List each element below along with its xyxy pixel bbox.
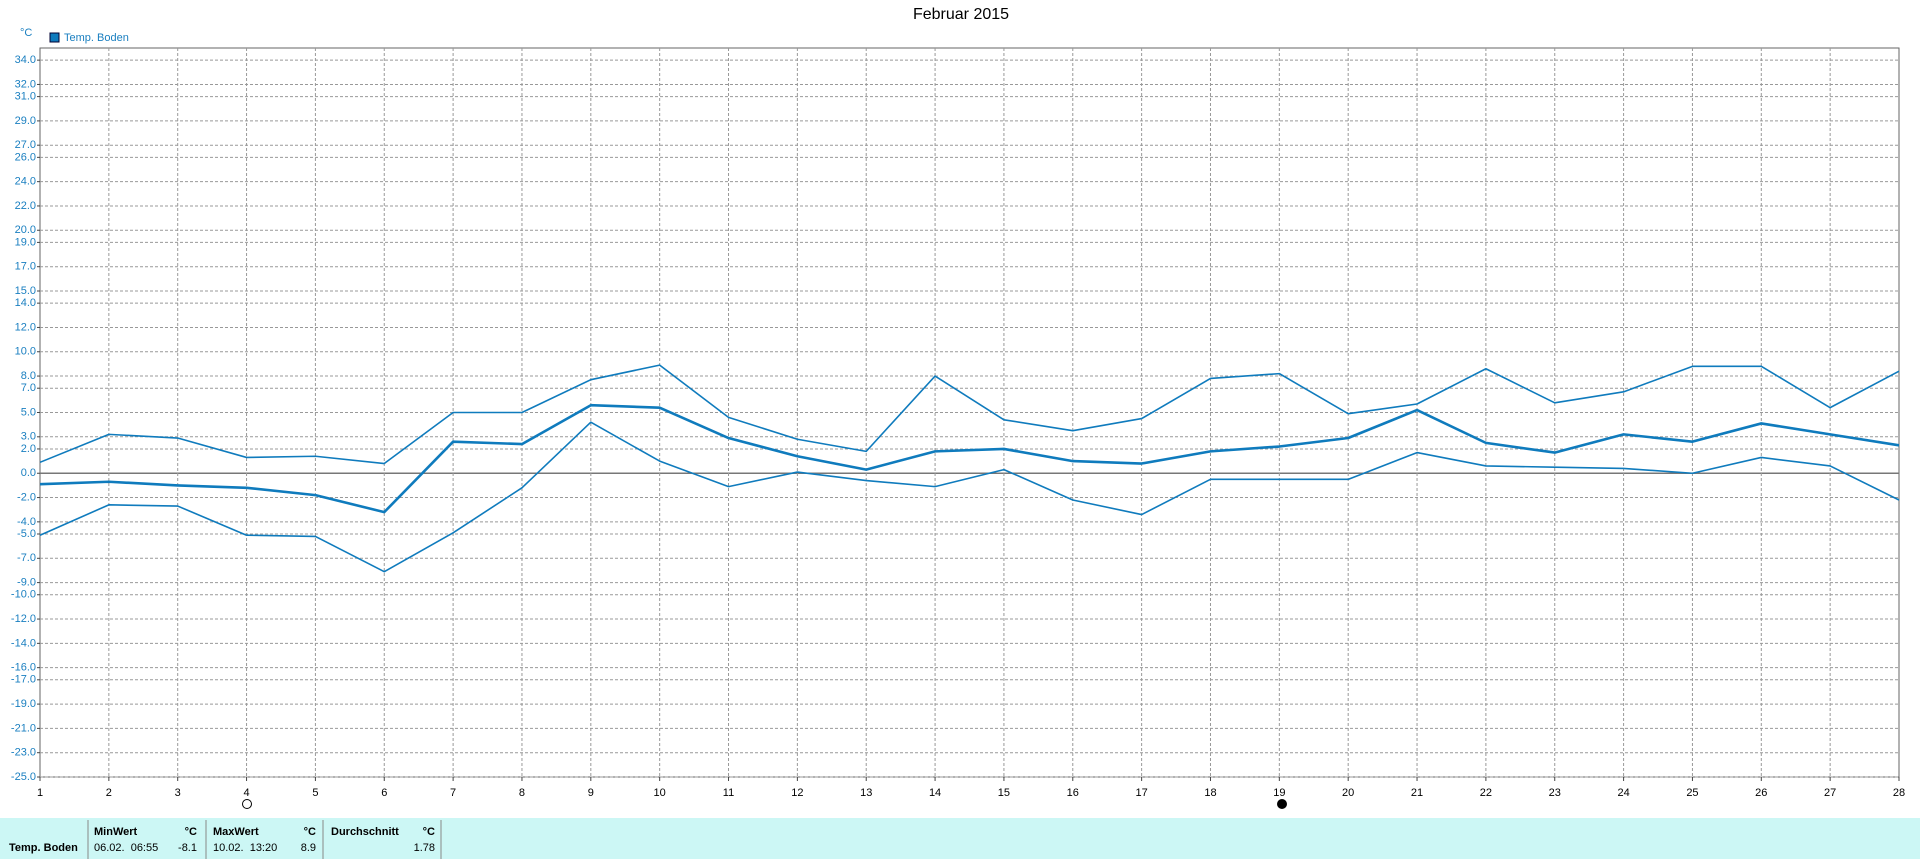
y-tick-label: 24.0 [15, 176, 36, 188]
summary-max-time: 10.02. 13:20 [213, 842, 277, 854]
moon-icon [1277, 799, 1287, 809]
x-tick-label: 12 [791, 787, 803, 799]
y-tick-label: 20.0 [15, 224, 36, 236]
series-line [39, 364, 1900, 465]
y-tick-label: -4.0 [17, 516, 36, 528]
x-tick-label: 7 [450, 787, 456, 799]
y-tick-label: 26.0 [15, 151, 36, 163]
x-tick-label: 16 [1067, 787, 1079, 799]
x-tick-label: 25 [1686, 787, 1698, 799]
y-tick-label: 34.0 [15, 54, 36, 66]
y-tick-label: -7.0 [17, 552, 36, 564]
y-unit: °C [20, 27, 32, 39]
y-tick-label: -9.0 [17, 577, 36, 589]
summary-row-label: Temp. Boden [9, 842, 78, 854]
x-tick-label: 8 [519, 787, 525, 799]
summary-max-value: 8.9 [301, 842, 316, 854]
summary-header: MinWert [94, 826, 138, 838]
series-line [39, 403, 1900, 514]
y-tick-label: 0.0 [21, 467, 36, 479]
x-tick-label: 18 [1204, 787, 1216, 799]
x-tick-label: 21 [1411, 787, 1423, 799]
y-tick-label: 29.0 [15, 115, 36, 127]
y-tick-label: 15.0 [15, 285, 36, 297]
summary-mean-value: 1.78 [414, 842, 435, 854]
y-tick-label: -5.0 [17, 528, 36, 540]
legend-swatch [49, 32, 60, 43]
y-tick-label: 27.0 [15, 139, 36, 151]
y-tick-label: -23.0 [11, 747, 36, 759]
x-tick-label: 28 [1893, 787, 1905, 799]
y-tick-label: 8.0 [21, 370, 36, 382]
x-tick-label: 14 [929, 787, 941, 799]
legend-label: Temp. Boden [64, 32, 129, 44]
x-tick-label: 24 [1617, 787, 1629, 799]
summary-min-value: -8.1 [178, 842, 197, 854]
y-tick-label: 10.0 [15, 346, 36, 358]
x-tick-label: 9 [588, 787, 594, 799]
x-tick-label: 15 [998, 787, 1010, 799]
x-tick-label: 2 [106, 787, 112, 799]
x-tick-label: 20 [1342, 787, 1354, 799]
summary-header: °C [304, 826, 316, 838]
x-tick-label: 22 [1480, 787, 1492, 799]
summary-header: °C [185, 826, 197, 838]
y-tick-label: 31.0 [15, 91, 36, 103]
x-tick-label: 13 [860, 787, 872, 799]
y-tick-label: -25.0 [11, 771, 36, 783]
y-tick-label: 5.0 [21, 406, 36, 418]
x-tick-label: 5 [312, 787, 318, 799]
chart-title: Februar 2015 [913, 6, 1009, 23]
summary-header: Durchschnitt [331, 826, 399, 838]
x-tick-label: 10 [654, 787, 666, 799]
summary-header: MaxWert [213, 826, 259, 838]
x-tick-label: 17 [1136, 787, 1148, 799]
y-tick-label: 12.0 [15, 321, 36, 333]
y-tick-label: 2.0 [21, 443, 36, 455]
y-tick-label: -2.0 [17, 491, 36, 503]
series-line [39, 421, 1900, 573]
y-tick-label: 3.0 [21, 431, 36, 443]
x-tick-label: 3 [175, 787, 181, 799]
x-tick-label: 6 [381, 787, 387, 799]
moon-icon [242, 799, 252, 809]
y-tick-label: 17.0 [15, 261, 36, 273]
y-tick-label: 32.0 [15, 78, 36, 90]
y-tick-label: -19.0 [11, 698, 36, 710]
y-tick-label: 14.0 [15, 297, 36, 309]
x-tick-label: 19 [1273, 787, 1285, 799]
x-tick-label: 11 [723, 787, 734, 799]
y-tick-label: -16.0 [11, 662, 36, 674]
x-tick-label: 23 [1549, 787, 1561, 799]
summary-header: °C [423, 826, 435, 838]
x-tick-label: 26 [1755, 787, 1767, 799]
x-tick-label: 4 [243, 787, 249, 799]
y-tick-label: -21.0 [11, 722, 36, 734]
y-tick-label: 7.0 [21, 382, 36, 394]
y-tick-label: -10.0 [11, 589, 36, 601]
y-tick-label: -14.0 [11, 637, 36, 649]
summary-band [0, 818, 1920, 859]
y-tick-label: 22.0 [15, 200, 36, 212]
summary-min-time: 06.02. 06:55 [94, 842, 158, 854]
y-tick-label: -17.0 [11, 674, 36, 686]
y-tick-label: -12.0 [11, 613, 36, 625]
y-tick-label: 19.0 [15, 236, 36, 248]
x-tick-label: 1 [37, 787, 43, 799]
x-tick-label: 27 [1824, 787, 1836, 799]
